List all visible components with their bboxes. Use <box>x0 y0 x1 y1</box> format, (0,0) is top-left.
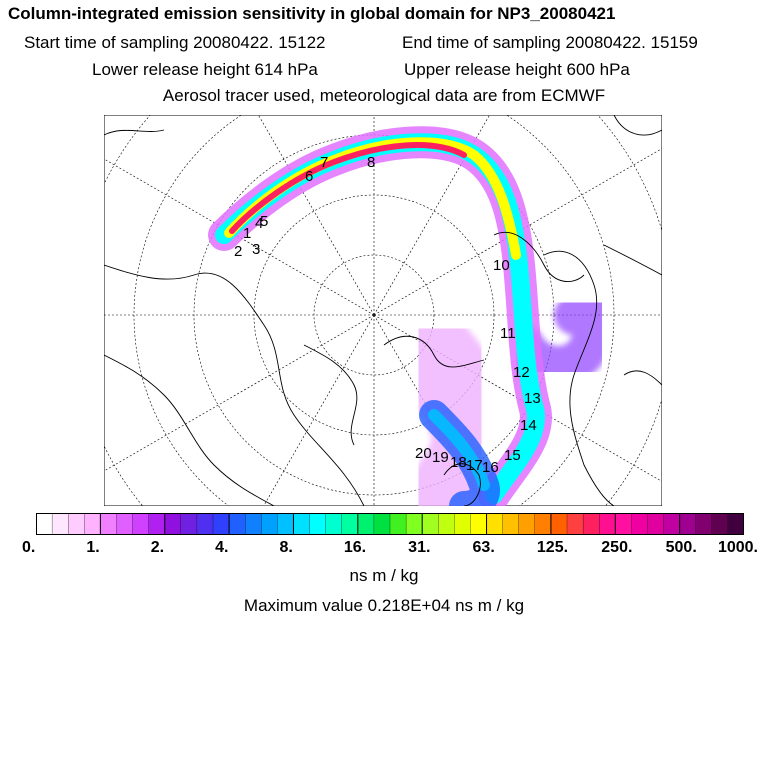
colorbar-tick-label: 16. <box>343 539 367 556</box>
traj-label-7: 7 <box>320 154 328 171</box>
colorbar-cell <box>534 513 552 535</box>
colorbar-tick-label: 8. <box>279 539 293 556</box>
colorbar-cell <box>245 513 262 535</box>
colorbar-cell <box>711 513 729 535</box>
colorbar-cell <box>518 513 536 535</box>
traj-label-12: 12 <box>513 364 530 381</box>
colorbar-cell <box>196 513 214 535</box>
colorbar-cell <box>422 513 439 535</box>
colorbar-cell <box>180 513 198 535</box>
traj-label-18: 18 <box>450 454 467 471</box>
colorbar-cell <box>51 513 69 535</box>
colorbar-tick-label: 250. <box>601 539 633 556</box>
colorbar-cell <box>325 513 343 535</box>
traj-label-6: 6 <box>305 168 313 185</box>
colorbar-cell <box>695 513 713 535</box>
emission-plume <box>208 126 615 506</box>
sampling-start-time: Start time of sampling 20080422. 15122 <box>24 33 326 52</box>
colorbar-tick-label: 2. <box>150 539 165 556</box>
traj-label-10: 10 <box>493 257 510 274</box>
colorbar-tick-label: 0. <box>22 539 36 556</box>
colorbar-cell <box>566 513 584 535</box>
colorbar-cell <box>132 513 150 535</box>
colorbar-cell <box>341 513 359 535</box>
sampling-end-time: End time of sampling 20080422. 15159 <box>402 33 698 52</box>
tracer-info: Aerosol tracer used, meteorological data… <box>162 86 606 105</box>
coastlines <box>104 115 662 506</box>
traj-label-13: 13 <box>524 390 541 407</box>
traj-label-2: 2 <box>234 243 242 260</box>
colorbar-cell <box>470 513 487 535</box>
traj-label-8: 8 <box>367 154 375 171</box>
colorbar-cell <box>405 513 423 535</box>
traj-label-15: 15 <box>504 447 521 464</box>
colorbar-cell <box>261 513 278 535</box>
colorbar-cell <box>164 513 182 535</box>
colorbar-tick-label: 4. <box>215 539 229 556</box>
traj-label-20: 20 <box>415 445 432 462</box>
traj-label-3: 3 <box>252 241 260 258</box>
colorbar-cell <box>116 513 133 535</box>
colorbar-cell <box>582 513 600 535</box>
plot-title: Column-integrated emission sensitivity i… <box>8 4 616 23</box>
colorbar-cell <box>550 513 568 535</box>
colorbar-cell <box>36 513 53 535</box>
colorbar-tick-label: 125. <box>536 539 569 556</box>
colorbar-cell <box>663 513 681 535</box>
colorbar-cell <box>727 513 744 535</box>
colorbar-units: ns m / kg <box>349 566 419 585</box>
colorbar-tick-label: 1. <box>86 539 100 556</box>
sensitivity-map: 1 2 3 4 5 6 7 8 10 11 12 13 14 15 16 17 … <box>104 115 662 506</box>
traj-label-11: 11 <box>500 325 516 342</box>
colorbar-cell <box>357 513 375 535</box>
traj-label-1: 1 <box>243 225 251 242</box>
colorbar-cell <box>647 513 664 535</box>
colorbar-cell <box>100 513 117 535</box>
maximum-value: Maximum value 0.218E+04 ns m / kg <box>243 596 525 615</box>
colorbar-cell <box>389 513 407 535</box>
colorbar-cell <box>502 513 520 535</box>
traj-label-17: 17 <box>466 457 483 474</box>
colorbar-tick-label: 500. <box>665 539 697 556</box>
colorbar-tick-label: 1000. <box>717 539 758 556</box>
colorbar-cell <box>309 513 327 535</box>
colorbar-cell <box>212 513 230 535</box>
trajectory-labels: 1 2 3 4 5 6 7 8 10 11 12 13 14 15 16 17 … <box>234 154 541 476</box>
colorbar-cell <box>599 513 616 535</box>
colorbar-cell <box>148 513 166 535</box>
colorbar-cell <box>631 513 648 535</box>
traj-label-4: 4 <box>255 215 263 232</box>
colorbar-tick-label: 31. <box>408 539 431 556</box>
traj-label-14: 14 <box>520 417 537 434</box>
colorbar-cell <box>438 513 455 535</box>
colorbar-cell <box>293 513 310 535</box>
traj-label-5: 5 <box>260 213 268 230</box>
colorbar-tick-label: 63. <box>472 539 495 556</box>
colorbar-cell <box>373 513 391 535</box>
colorbar <box>36 513 744 535</box>
traj-label-16: 16 <box>482 459 499 476</box>
colorbar-cell <box>84 513 101 535</box>
lower-release-height: Lower release height 614 hPa <box>92 60 318 79</box>
traj-label-19: 19 <box>432 449 449 466</box>
colorbar-cell <box>486 513 504 535</box>
colorbar-cell <box>679 513 697 535</box>
colorbar-cell <box>68 513 85 535</box>
colorbar-cell <box>228 513 246 535</box>
colorbar-cell <box>615 513 632 535</box>
colorbar-cell <box>277 513 294 535</box>
upper-release-height: Upper release height 600 hPa <box>404 60 630 79</box>
colorbar-cell <box>454 513 471 535</box>
